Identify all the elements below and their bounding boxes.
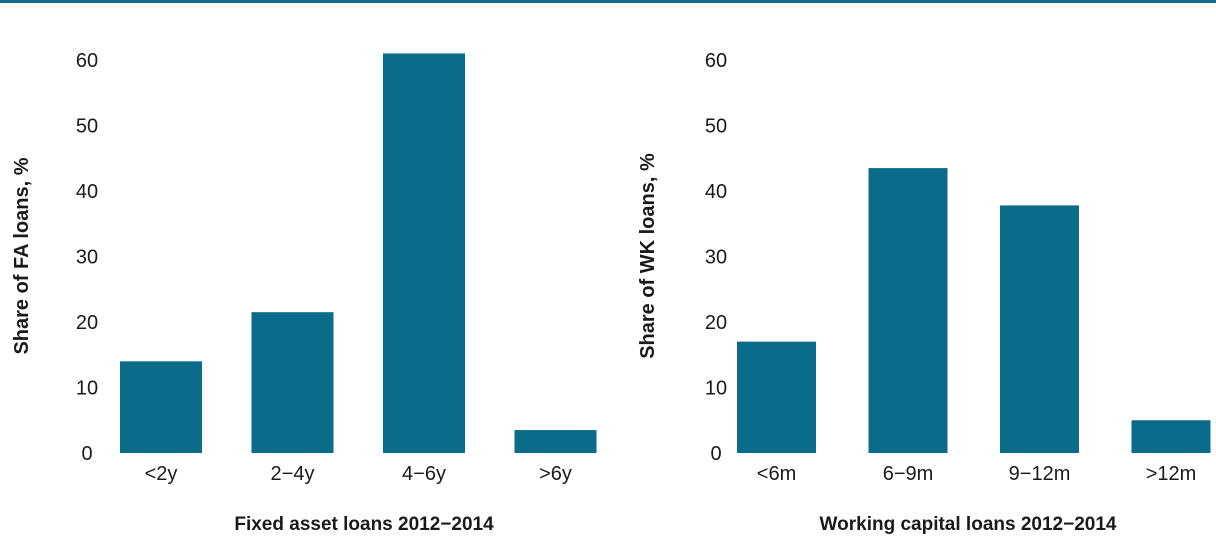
bar-0-1 [251, 312, 334, 453]
bar-1-0 [737, 341, 816, 453]
x-tick-label: <2y [145, 463, 178, 485]
bar-1-2 [1000, 205, 1079, 453]
bar-1-3 [1131, 420, 1211, 453]
x-tick-label: 2−4y [271, 463, 315, 485]
y-axis-label: Share of WK loans, % [637, 153, 659, 359]
bar-0-3 [514, 430, 597, 453]
y-tick-label: 20 [76, 312, 98, 334]
y-tick-label: 40 [705, 181, 727, 203]
y-tick-label: 0 [710, 443, 721, 465]
bar-0-0 [120, 361, 202, 453]
x-tick-label: 9−12m [1009, 463, 1071, 485]
y-tick-label: 20 [705, 312, 727, 334]
bar-1-1 [868, 168, 948, 453]
top-rule [0, 0, 1216, 3]
bar-0-2 [383, 53, 465, 453]
x-tick-label: >12m [1146, 463, 1197, 485]
y-tick-label: 10 [705, 378, 727, 400]
x-axis-title: Fixed asset loans 2012−2014 [234, 514, 494, 535]
x-tick-label: >6y [539, 463, 572, 485]
y-tick-label: 40 [76, 181, 98, 203]
x-tick-label: 6−9m [883, 463, 934, 485]
y-tick-label: 10 [76, 378, 98, 400]
y-tick-label: 50 [76, 116, 98, 138]
y-tick-label: 0 [81, 443, 92, 465]
y-tick-label: 50 [705, 116, 727, 138]
y-tick-label: 30 [76, 247, 98, 269]
y-tick-label: 60 [76, 50, 98, 72]
y-tick-label: 30 [705, 247, 727, 269]
y-axis-label: Share of FA loans, % [11, 157, 33, 354]
x-axis-title: Working capital loans 2012−2014 [820, 514, 1117, 535]
x-tick-label: 4−6y [402, 463, 446, 485]
y-tick-label: 60 [705, 50, 727, 72]
x-tick-label: <6m [757, 463, 796, 485]
